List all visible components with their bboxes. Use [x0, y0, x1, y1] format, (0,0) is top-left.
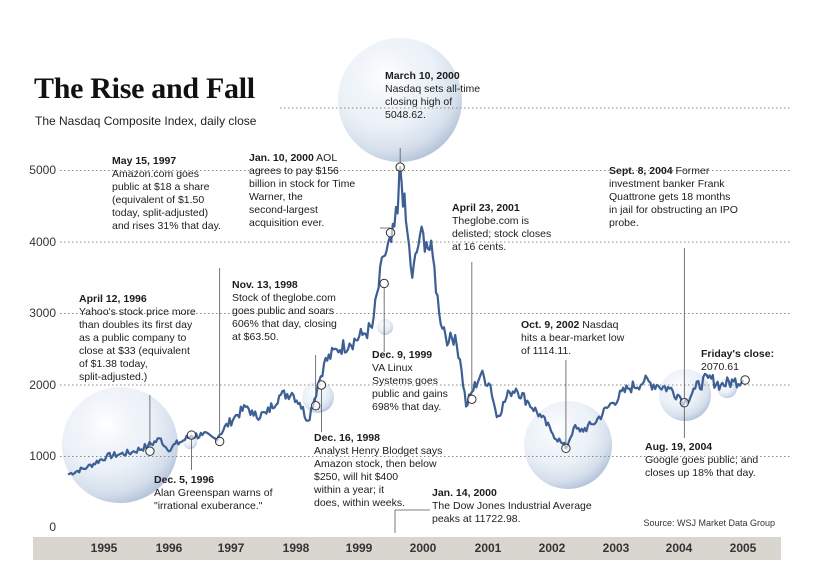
annotation-march-2000: March 10, 2000 Nasdaq sets all-time clos… [385, 70, 505, 122]
y-tick-label: 1000 [29, 449, 56, 463]
annotation-note: VA Linux Systems goes public and gains 6… [372, 362, 448, 413]
annotation-jan-2000-aol: Jan. 10, 2000 AOL agrees to pay $156 bil… [249, 152, 379, 230]
annotation-fridays-close: Friday's close: 2070.61 [701, 348, 791, 374]
annotation-note: Nasdaq hits a bear-market low of 1114.11… [521, 319, 625, 357]
annotation-date: Dec. 9, 1999 [372, 349, 433, 361]
annotation-note: AOL agrees to pay $156 billion in stock … [249, 152, 356, 229]
bubble-1996 [62, 387, 178, 503]
x-tick-label: 2003 [602, 541, 630, 555]
highlight-marker [379, 278, 389, 289]
x-tick-label: 2001 [474, 541, 502, 555]
highlight-marker [385, 228, 396, 238]
annotation-note: Google goes public; and closes up 18% th… [645, 454, 759, 479]
annotation-note: Amazon.com goes public at $18 a share (e… [112, 168, 221, 232]
highlight-marker [214, 436, 225, 447]
annotation-dec-1999: Dec. 9, 1999 VA Linux Systems goes publi… [372, 349, 472, 414]
annotation-date: Jan. 10, 2000 [249, 152, 314, 164]
annotation-may-1997: May 15, 1997 Amazon.com goes public at $… [112, 155, 247, 233]
decorative-bubbles [62, 38, 737, 503]
chart-subtitle: The Nasdaq Composite Index, daily close [35, 114, 257, 128]
y-tick-label: 3000 [29, 306, 56, 320]
x-tick-label: 2000 [409, 541, 437, 555]
annotation-note: Analyst Henry Blodget says Amazon stock,… [314, 445, 443, 509]
annotation-note: 2070.61 [701, 361, 739, 373]
annotation-note: Former investment banker Frank Quattrone… [609, 165, 738, 229]
annotation-jan-2000-dow: Jan. 14, 2000 The Dow Jones Industrial A… [432, 487, 622, 526]
x-tick-label: 1996 [155, 541, 183, 555]
annotation-date: Dec. 5, 1996 [154, 474, 215, 486]
x-tick-label: 2002 [538, 541, 566, 555]
annotation-date: Friday's close: [701, 348, 775, 360]
annotation-note: Yahoo's stock price more than doubles it… [79, 306, 196, 383]
highlight-markers [145, 162, 750, 456]
highlight-marker [310, 401, 321, 411]
annotation-note: The Dow Jones Industrial Average peaks a… [432, 500, 592, 525]
annotation-note: Stock of theglobe.com goes public and so… [232, 292, 337, 343]
annotation-note: Theglobe.com is delisted; stock closes a… [452, 215, 552, 253]
annotation-april-2001: April 23, 2001 Theglobe.com is delisted;… [452, 202, 582, 254]
annotation-oct-2002: Oct. 9, 2002 Nasdaq hits a bear-market l… [521, 319, 651, 358]
highlight-marker [186, 430, 197, 440]
y-tick-label: 0 [49, 520, 56, 534]
x-tick-label: 1998 [282, 541, 310, 555]
x-tick-label: 1995 [90, 541, 118, 555]
annotation-aug-2004: Aug. 19, 2004 Google goes public; and cl… [645, 441, 785, 480]
bubble-small-1999 [377, 319, 393, 335]
annotation-april-1996: April 12, 1996 Yahoo's stock price more … [79, 293, 229, 384]
x-tick-label: 1999 [345, 541, 373, 555]
highlight-marker [395, 162, 405, 172]
annotation-date: March 10, 2000 [385, 70, 460, 82]
bubble-2000 [338, 38, 462, 162]
annotation-date: April 12, 1996 [79, 293, 147, 305]
annotation-note: Nasdaq sets all-time closing high of 504… [385, 83, 481, 121]
annotation-sept-2004: Sept. 8, 2004 Former investment banker F… [609, 165, 769, 230]
x-tick-label: 1997 [217, 541, 245, 555]
annotation-dec-1998: Dec. 16, 1998 Analyst Henry Blodget says… [314, 432, 464, 510]
annotation-date: April 23, 2001 [452, 202, 520, 214]
annotation-date: Aug. 19, 2004 [645, 441, 713, 453]
x-tick-label: 2004 [665, 541, 693, 555]
annotation-date: Oct. 9, 2002 [521, 319, 580, 331]
bubble-1998 [302, 381, 334, 413]
highlight-marker [145, 446, 155, 456]
source-note: Source: WSJ Market Data Group [643, 518, 775, 528]
annotation-date: Jan. 14, 2000 [432, 487, 497, 499]
annotation-date: Dec. 16, 1998 [314, 432, 380, 444]
annotation-date: Sept. 8, 2004 [609, 165, 673, 177]
y-tick-label: 4000 [29, 235, 56, 249]
annotation-note: Alan Greenspan warns of "irrational exub… [154, 487, 273, 512]
y-tick-label: 2000 [29, 378, 56, 392]
chart-title: The Rise and Fall [34, 72, 255, 105]
nasdaq-series-line [67, 166, 745, 476]
highlight-marker [679, 398, 690, 408]
x-axis-band [33, 537, 781, 560]
annotation-dec-1996: Dec. 5, 1996 Alan Greenspan warns of "ir… [154, 474, 304, 513]
y-tick-label: 5000 [29, 163, 56, 177]
annotation-date: May 15, 1997 [112, 155, 177, 167]
highlight-marker [740, 375, 750, 385]
x-tick-label: 2005 [729, 541, 757, 555]
leader-lines [149, 148, 685, 533]
highlight-marker [316, 380, 327, 390]
annotation-date: Nov. 13, 1998 [232, 279, 298, 291]
highlight-marker [467, 394, 477, 404]
annotation-nov-1998: Nov. 13, 1998 Stock of theglobe.com goes… [232, 279, 362, 344]
highlight-marker [561, 443, 571, 454]
